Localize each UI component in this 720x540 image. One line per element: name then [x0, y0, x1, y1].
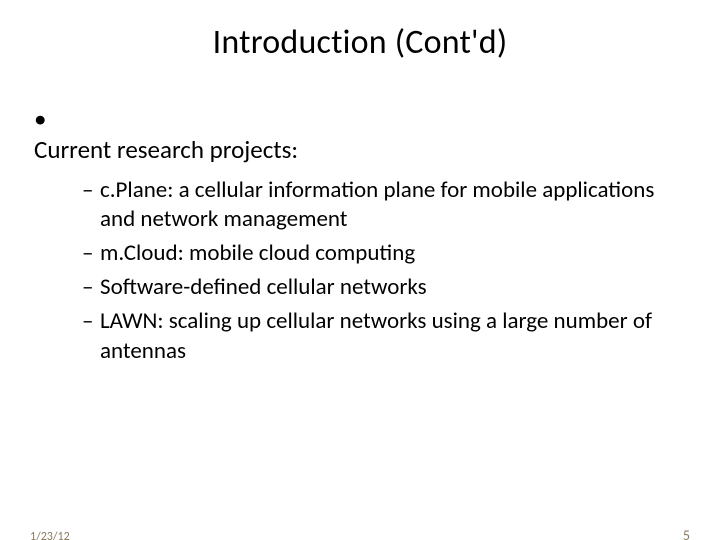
footer-date: 1/23/12: [30, 530, 70, 540]
dash-icon: –: [82, 307, 100, 367]
slide-title: Introduction (Cont'd): [0, 22, 720, 63]
bullet-dot-icon: •: [34, 103, 52, 134]
bullet-level1: • Current research projects:: [34, 103, 686, 166]
sub-bullet-text: LAWN: scaling up cellular networks using…: [100, 307, 686, 367]
dash-icon: –: [82, 273, 100, 303]
slide-body: • Current research projects: – c.Plane: …: [0, 103, 720, 367]
footer-page-number: 5: [683, 527, 690, 540]
dash-icon: –: [82, 176, 100, 236]
sub-bullet-item: – LAWN: scaling up cellular networks usi…: [82, 307, 686, 367]
sub-bullet-item: – Software-defined cellular networks: [82, 273, 686, 303]
sub-bullet-list: – c.Plane: a cellular information plane …: [82, 176, 686, 367]
sub-bullet-item: – m.Cloud: mobile cloud computing: [82, 239, 686, 269]
sub-bullet-item: – c.Plane: a cellular information plane …: [82, 176, 686, 236]
sub-bullet-text: Software-defined cellular networks: [100, 273, 686, 303]
sub-bullet-text: m.Cloud: mobile cloud computing: [100, 239, 686, 269]
sub-bullet-text: c.Plane: a cellular information plane fo…: [100, 176, 686, 236]
bullet-level1-text: Current research projects:: [34, 134, 664, 165]
dash-icon: –: [82, 239, 100, 269]
